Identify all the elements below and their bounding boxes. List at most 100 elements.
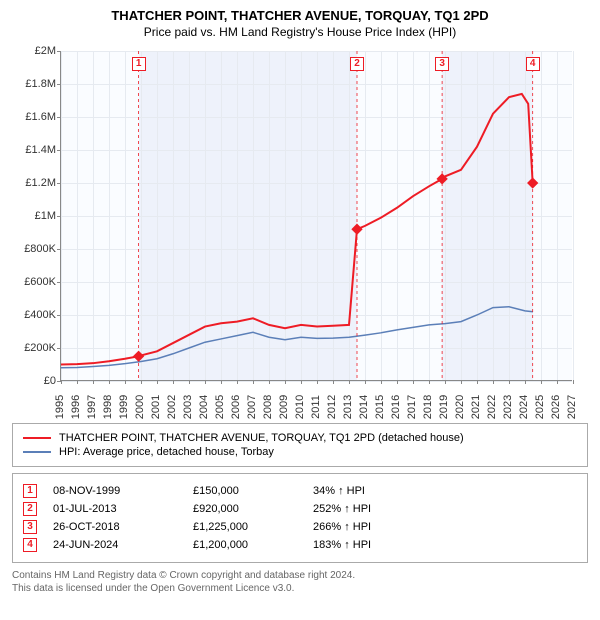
event-date: 24-JUN-2024 [53, 539, 193, 551]
xtick [573, 380, 574, 384]
xtick [285, 380, 286, 384]
footnote-line-2: This data is licensed under the Open Gov… [12, 582, 588, 595]
x-axis-label: 2020 [454, 395, 466, 419]
ytick [57, 315, 61, 316]
ytick [57, 51, 61, 52]
legend-swatch [23, 437, 51, 439]
event-num: 2 [23, 502, 37, 516]
chart-container: THATCHER POINT, THATCHER AVENUE, TORQUAY… [0, 0, 600, 603]
event-marker-3: 3 [435, 57, 449, 71]
x-axis-label: 2016 [390, 395, 402, 419]
event-pct: 252% ↑ HPI [313, 503, 371, 515]
xtick [253, 380, 254, 384]
legend-row: THATCHER POINT, THATCHER AVENUE, TORQUAY… [23, 432, 577, 444]
xtick [237, 380, 238, 384]
legend: THATCHER POINT, THATCHER AVENUE, TORQUAY… [12, 423, 588, 467]
x-axis-label: 1999 [118, 395, 130, 419]
footnote: Contains HM Land Registry data © Crown c… [12, 569, 588, 595]
y-axis-label: £1.6M [12, 111, 56, 123]
x-axis-label: 2023 [502, 395, 514, 419]
xtick [477, 380, 478, 384]
y-axis-label: £1.8M [12, 78, 56, 90]
x-axis-label: 2017 [406, 395, 418, 419]
x-axis-label: 2014 [358, 395, 370, 419]
xtick [525, 380, 526, 384]
ytick [57, 249, 61, 250]
chart-area: £0£200K£400K£600K£800K£1M£1.2M£1.4M£1.6M… [12, 47, 588, 417]
sale-point [351, 224, 362, 235]
x-axis-label: 2021 [470, 395, 482, 419]
event-row: 4 24-JUN-2024£1,200,000183% ↑ HPI [23, 538, 577, 552]
series-property [61, 94, 533, 365]
xtick [173, 380, 174, 384]
x-axis-label: 2008 [262, 395, 274, 419]
event-pct: 183% ↑ HPI [313, 539, 371, 551]
x-axis-label: 2004 [198, 395, 210, 419]
xtick [333, 380, 334, 384]
xtick [509, 380, 510, 384]
x-axis-label: 2010 [294, 395, 306, 419]
event-marker-1: 1 [132, 57, 146, 71]
xtick [189, 380, 190, 384]
xtick [493, 380, 494, 384]
xtick [445, 380, 446, 384]
event-num: 1 [23, 484, 37, 498]
xtick [61, 380, 62, 384]
ytick [57, 183, 61, 184]
x-axis-label: 2005 [214, 395, 226, 419]
x-axis-label: 1997 [86, 395, 98, 419]
x-axis-label: 2027 [566, 395, 578, 419]
y-axis-label: £400K [12, 309, 56, 321]
event-price: £1,225,000 [193, 521, 313, 533]
xtick [109, 380, 110, 384]
y-axis-label: £1.2M [12, 177, 56, 189]
x-axis-label: 2000 [134, 395, 146, 419]
y-axis-label: £0 [12, 375, 56, 387]
event-num: 4 [23, 538, 37, 552]
xtick [125, 380, 126, 384]
ytick [57, 216, 61, 217]
event-date: 01-JUL-2013 [53, 503, 193, 515]
xtick [557, 380, 558, 384]
legend-label: HPI: Average price, detached house, Torb… [59, 446, 274, 458]
xtick [365, 380, 366, 384]
ytick [57, 117, 61, 118]
event-row: 1 08-NOV-1999£150,00034% ↑ HPI [23, 484, 577, 498]
event-pct: 266% ↑ HPI [313, 521, 371, 533]
x-axis-label: 2001 [150, 395, 162, 419]
xtick [93, 380, 94, 384]
sale-point [527, 177, 538, 188]
series-hpi [61, 307, 533, 368]
xtick [349, 380, 350, 384]
event-pct: 34% ↑ HPI [313, 485, 365, 497]
y-axis-label: £600K [12, 276, 56, 288]
xtick [269, 380, 270, 384]
x-axis-label: 2003 [182, 395, 194, 419]
event-row: 3 26-OCT-2018£1,225,000266% ↑ HPI [23, 520, 577, 534]
xtick [413, 380, 414, 384]
footnote-line-1: Contains HM Land Registry data © Crown c… [12, 569, 588, 582]
ytick [57, 348, 61, 349]
y-axis-label: £2M [12, 45, 56, 57]
x-axis-label: 2006 [230, 395, 242, 419]
x-axis-label: 1995 [54, 395, 66, 419]
event-date: 08-NOV-1999 [53, 485, 193, 497]
x-axis-label: 2024 [518, 395, 530, 419]
gridline-v [573, 51, 574, 380]
event-num: 3 [23, 520, 37, 534]
x-axis-label: 2011 [310, 395, 322, 419]
legend-swatch [23, 451, 51, 453]
x-axis-label: 2002 [166, 395, 178, 419]
event-table: 1 08-NOV-1999£150,00034% ↑ HPI 2 01-JUL-201… [12, 473, 588, 563]
xtick [317, 380, 318, 384]
ytick [57, 150, 61, 151]
event-price: £150,000 [193, 485, 313, 497]
y-axis-label: £1M [12, 210, 56, 222]
xtick [205, 380, 206, 384]
event-price: £1,200,000 [193, 539, 313, 551]
plot-area: 1234 [60, 51, 572, 381]
x-axis-label: 2007 [246, 395, 258, 419]
xtick [461, 380, 462, 384]
event-date: 26-OCT-2018 [53, 521, 193, 533]
event-marker-4: 4 [526, 57, 540, 71]
